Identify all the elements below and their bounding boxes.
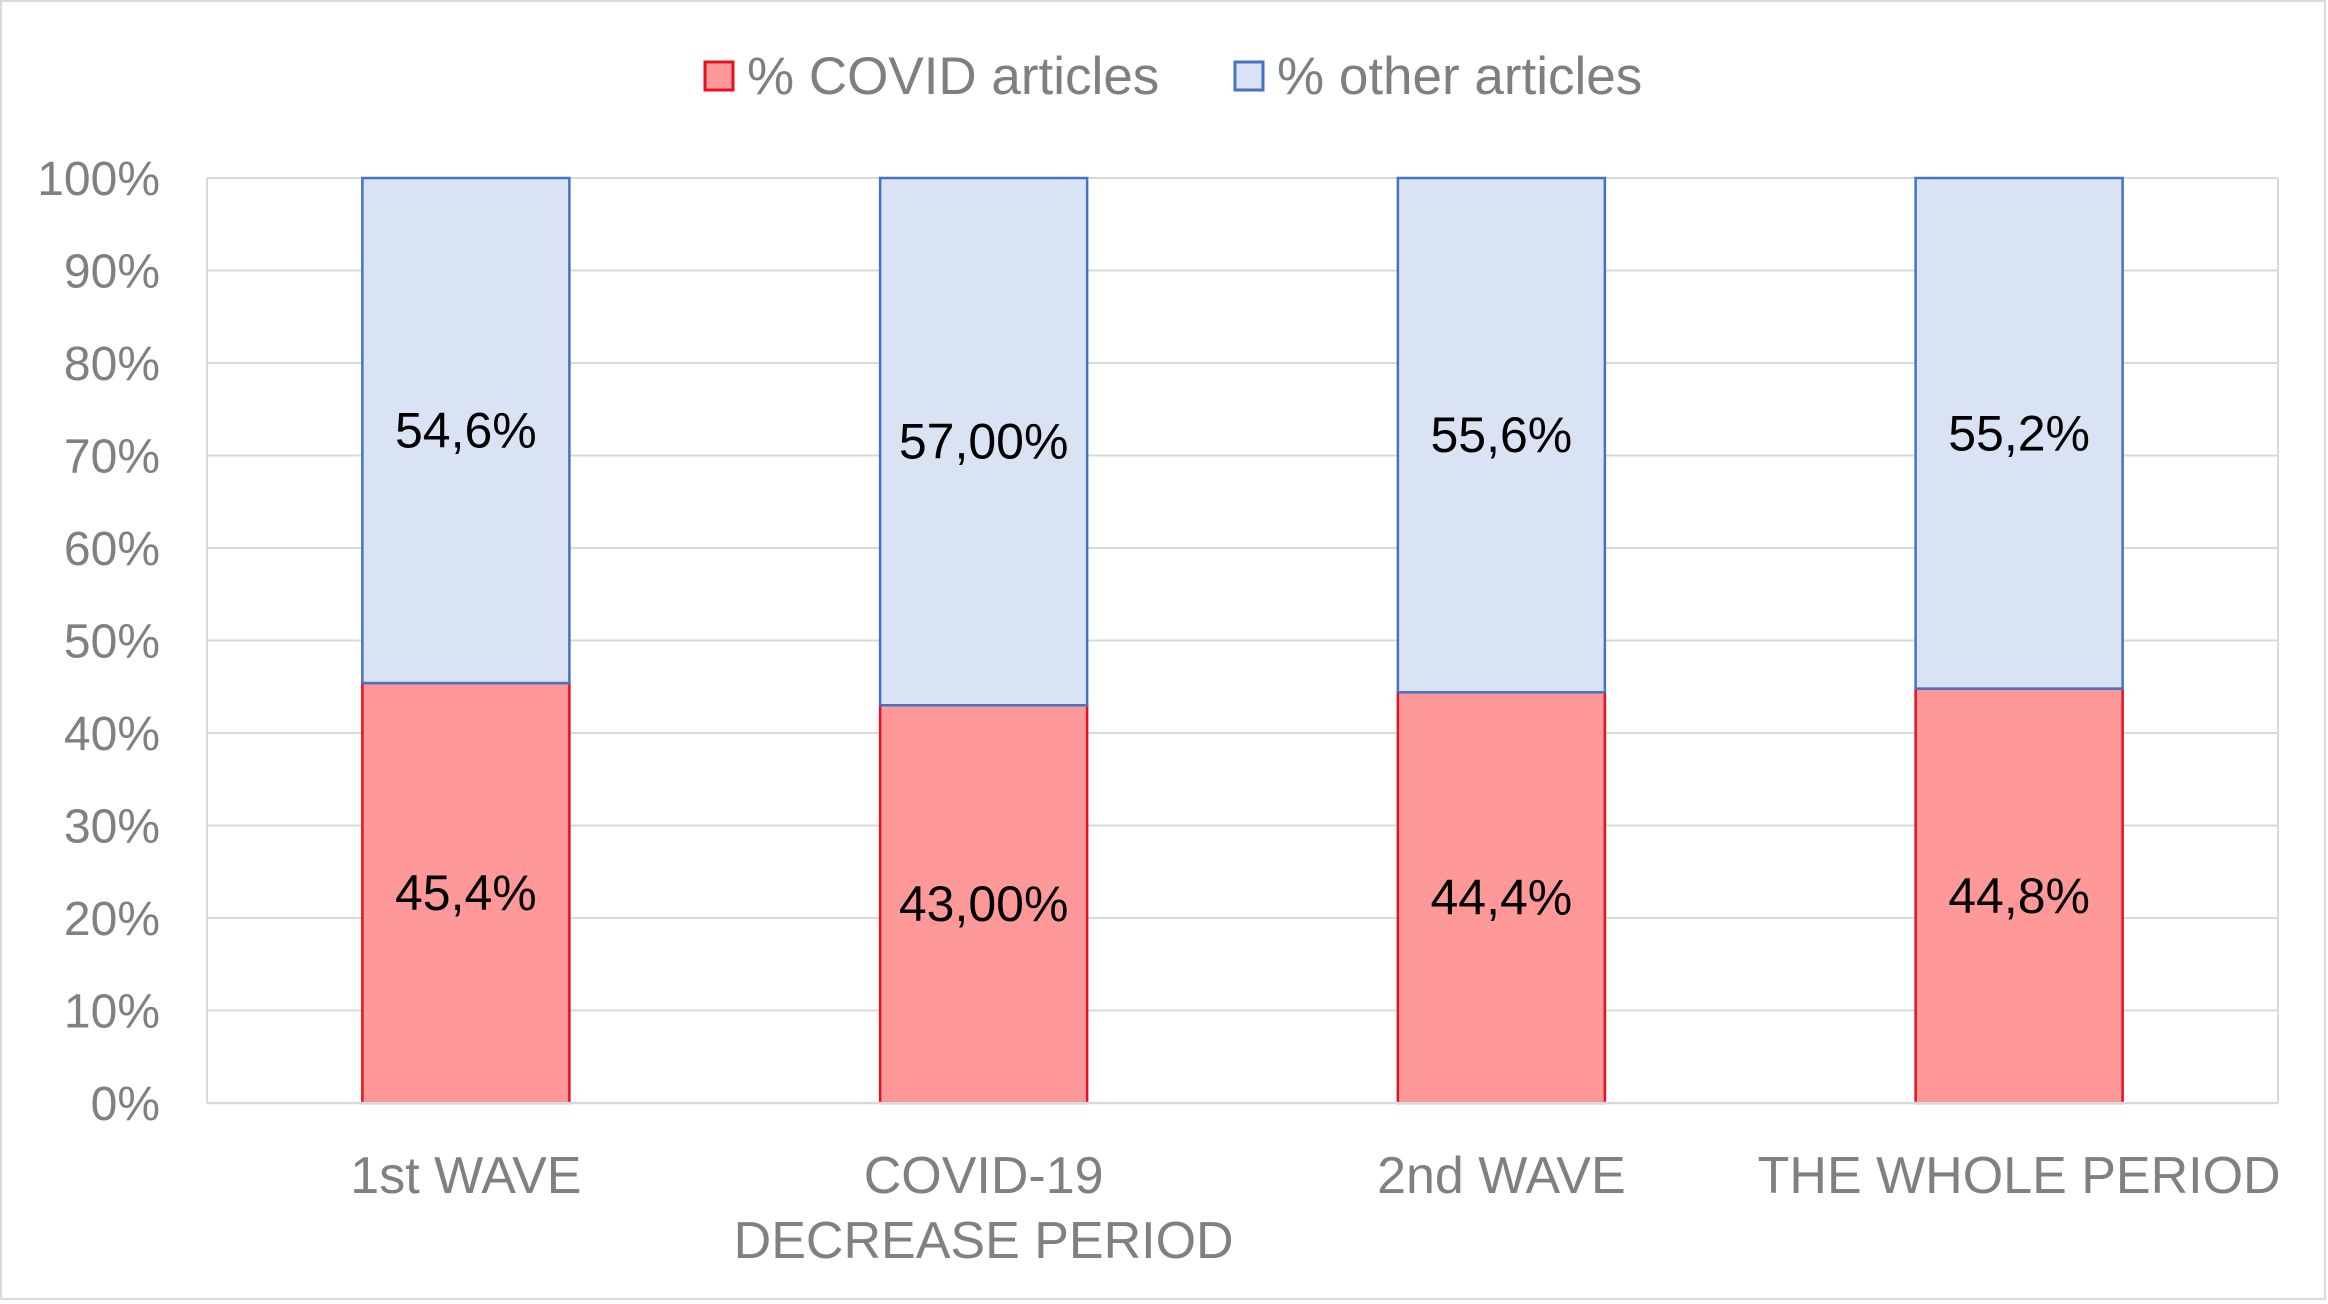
- x-category-label: COVID-19: [864, 1147, 1104, 1205]
- y-tick-label: 50%: [64, 616, 160, 669]
- legend-label-covid: % COVID articles: [747, 47, 1159, 106]
- bar-other-articles: [1914, 176, 2124, 690]
- data-label: 44,4%: [1430, 870, 1572, 926]
- y-tick-label: 40%: [64, 708, 160, 761]
- bar-other-articles: [1396, 176, 1607, 694]
- bar-covid-articles: [878, 704, 1089, 1105]
- data-label: 44,8%: [1948, 868, 2090, 924]
- y-tick-label: 100%: [37, 153, 160, 206]
- bar-covid-articles: [1914, 687, 2124, 1105]
- data-label: 54,6%: [395, 403, 537, 459]
- x-category-label: DECREASE PERIOD: [734, 1212, 1234, 1270]
- y-tick-label: 90%: [64, 246, 160, 299]
- bar-other-articles: [878, 176, 1089, 707]
- data-label: 55,6%: [1430, 407, 1572, 463]
- x-category-label: 2nd WAVE: [1377, 1147, 1626, 1205]
- x-category-label: 1st WAVE: [350, 1147, 581, 1205]
- y-tick-label: 60%: [64, 523, 160, 576]
- y-tick-label: 0%: [91, 1078, 160, 1131]
- bars: 45,4% 54,6% 43,00% 57,00% 44,4% 55,6% 44,8% 55,…: [361, 176, 2124, 1105]
- bar-covid-articles: [1396, 691, 1607, 1105]
- y-tick-label: 30%: [64, 801, 160, 854]
- legend-swatch-covid: [703, 60, 735, 92]
- y-tick-label: 80%: [64, 338, 160, 391]
- legend: % COVID articles % other articles: [703, 47, 1642, 106]
- y-tick-label: 10%: [64, 986, 160, 1039]
- data-label: 45,4%: [395, 865, 537, 921]
- bar-other-articles: [361, 176, 571, 685]
- y-axis: 0% 10% 20% 30% 40% 50% 60% 70% 80% 90% 100%: [37, 153, 160, 1131]
- legend-label-other: % other articles: [1277, 47, 1642, 106]
- x-axis: 1st WAVE COVID-19 DECREASE PERIOD 2nd WAVE T…: [207, 1101, 2281, 1270]
- y-tick-label: 20%: [64, 893, 160, 946]
- data-label: 57,00%: [899, 414, 1069, 470]
- y-tick-label: 70%: [64, 431, 160, 484]
- legend-swatch-other: [1233, 60, 1265, 92]
- data-label: 43,00%: [899, 876, 1069, 932]
- x-category-label: THE WHOLE PERIOD: [1758, 1147, 2281, 1205]
- data-label: 55,2%: [1948, 405, 2090, 461]
- bar-covid-articles: [361, 681, 571, 1105]
